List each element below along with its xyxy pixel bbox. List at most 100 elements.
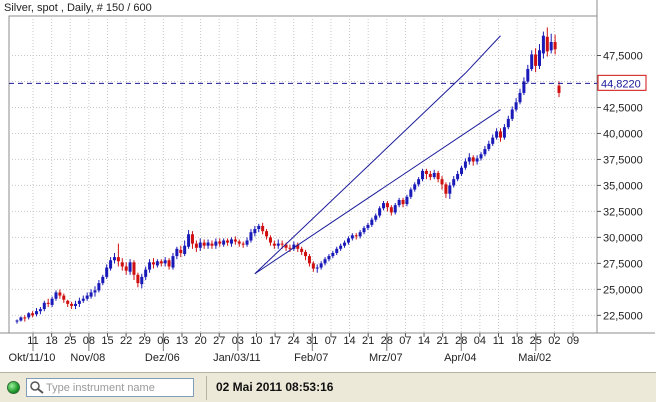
candle-body (549, 41, 553, 51)
candle-body (272, 243, 276, 246)
candle-body (276, 243, 280, 246)
candle-body (81, 298, 85, 301)
candle-body (315, 267, 319, 269)
month-label: Jan/03/11 (213, 352, 261, 364)
candle-body (70, 303, 74, 306)
candle-body (432, 172, 436, 178)
candle-body (366, 224, 370, 229)
month-label: Mai/02 (518, 352, 551, 364)
candle-body (144, 269, 148, 277)
instrument-search[interactable] (26, 378, 194, 397)
month-label: Nov/08 (70, 352, 105, 364)
x-tick-label: 11 (493, 335, 504, 347)
candle-body (553, 41, 557, 50)
candle-body (66, 300, 70, 304)
candle-body (350, 235, 354, 239)
candle-body (85, 295, 89, 299)
candle-body (424, 170, 428, 174)
chart-area[interactable]: 22,5000 25,0000 27,5000 30,0000 32,5000 35,00… (0, 0, 656, 372)
y-tick-label: 37,5000 (603, 154, 643, 166)
candle-body (354, 235, 358, 237)
candle-body (159, 261, 163, 264)
trendline[interactable] (254, 72, 466, 275)
plot-frame (8, 15, 598, 334)
chart-title: Silver, spot , Daily, # 150 / 600 (4, 2, 152, 14)
candle-body (109, 260, 113, 269)
candle-body (538, 50, 542, 66)
x-tick-label: 07 (325, 335, 337, 347)
x-tick-label: 29 (139, 335, 151, 347)
candle-body (405, 196, 409, 205)
connection-status-icon[interactable] (7, 381, 20, 394)
candle-body (93, 290, 97, 293)
y-tick-label: 32,5000 (603, 206, 643, 218)
candle-body (241, 243, 245, 245)
candle-body (222, 240, 226, 245)
candle-body (374, 215, 378, 220)
candle-body (206, 242, 210, 246)
candle-body (401, 199, 405, 205)
month-label: Feb/07 (294, 352, 328, 364)
candle-body (151, 262, 155, 265)
instrument-search-input[interactable] (46, 380, 190, 395)
candle-body (136, 274, 140, 284)
search-icon[interactable] (29, 380, 45, 395)
candle-body (34, 311, 38, 315)
x-tick-label: 17 (269, 335, 281, 347)
trendline[interactable] (254, 109, 501, 275)
x-tick-label: 04 (474, 335, 486, 347)
candle-body (331, 252, 335, 257)
candle-body (140, 276, 144, 285)
month-label: Mrz/07 (369, 352, 403, 364)
x-tick-label: 18 (45, 335, 57, 347)
x-tick-label: 27 (213, 335, 225, 347)
candle-body (229, 239, 233, 244)
candle-body (19, 317, 23, 321)
price-chart[interactable]: 22,5000 25,0000 27,5000 30,0000 32,5000 35,00… (0, 0, 656, 372)
candle-body (514, 102, 518, 110)
candle-body (116, 257, 120, 262)
candle-body (190, 234, 194, 244)
candle-body (483, 149, 487, 155)
candle-body (15, 320, 19, 322)
candle-body (296, 244, 300, 249)
candle-body (510, 109, 514, 119)
x-tick-label: 09 (567, 335, 579, 347)
candle-body (428, 173, 432, 178)
candle-body (31, 313, 35, 316)
candle-body (413, 184, 417, 190)
candle-body (471, 157, 475, 162)
y-tick-label: 22,5000 (603, 310, 643, 322)
candle-body (77, 300, 81, 304)
candle-body (257, 225, 261, 230)
candle-body (58, 292, 62, 296)
x-tick-label: 21 (437, 335, 449, 347)
candle-body (155, 261, 159, 266)
candle-body (452, 179, 456, 186)
trendline[interactable] (465, 35, 501, 74)
y-tick-label: 40,0000 (603, 128, 643, 140)
candle-body (233, 239, 237, 242)
candle-body (530, 54, 534, 70)
candle-body (183, 245, 187, 255)
candle-body (261, 225, 265, 232)
candle-body (436, 172, 440, 180)
candle-body (198, 242, 202, 248)
candle-body (46, 302, 50, 304)
candle-body (358, 232, 362, 237)
candle-body (97, 283, 101, 291)
y-tick-label: 47,5000 (603, 50, 643, 62)
x-tick-label: 22 (120, 335, 132, 347)
candle-body (534, 54, 538, 66)
candle-body (89, 292, 93, 297)
candle-body (194, 243, 198, 248)
candle-body (557, 85, 561, 93)
candle-body (444, 184, 448, 194)
candle-body (362, 228, 366, 233)
candle-body (218, 241, 222, 244)
month-label: Okt/11/10 (9, 352, 56, 364)
candle-body (335, 248, 339, 253)
candle-body (499, 131, 503, 138)
candle-body (467, 157, 471, 162)
x-tick-label: 02 (548, 335, 560, 347)
